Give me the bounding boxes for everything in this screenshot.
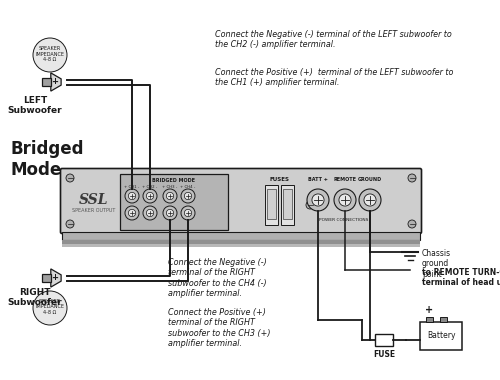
Circle shape	[163, 189, 177, 203]
Text: SPEAKER
IMPEDANCE
4-8 Ω: SPEAKER IMPEDANCE 4-8 Ω	[36, 46, 64, 62]
Text: +: +	[52, 274, 59, 282]
Circle shape	[146, 192, 154, 200]
Text: Connect the Negative (-)
terminal of the RIGHT
subwoofer to the CH4 (-)
amplifie: Connect the Negative (-) terminal of the…	[168, 258, 267, 298]
Bar	[283, 189, 292, 219]
Circle shape	[66, 220, 74, 228]
Bar	[440, 317, 447, 322]
Circle shape	[33, 291, 67, 325]
Text: BATT +: BATT +	[308, 177, 328, 182]
Text: Connect the Positive (+)  terminal of the LEFT subwoofer to
the CH1 (+) amplifie: Connect the Positive (+) terminal of the…	[215, 68, 454, 87]
Text: Bridged
Mode: Bridged Mode	[10, 140, 84, 179]
Text: FUSE: FUSE	[373, 350, 395, 359]
Bar	[265, 185, 278, 225]
Circle shape	[184, 209, 192, 217]
Bar	[42, 274, 51, 282]
Text: LEFT
Subwoofer: LEFT Subwoofer	[8, 96, 62, 116]
Circle shape	[66, 174, 74, 182]
Polygon shape	[51, 73, 61, 91]
Circle shape	[334, 189, 356, 211]
Circle shape	[146, 209, 154, 217]
Bar	[375, 334, 393, 346]
Text: GROUND: GROUND	[358, 177, 382, 182]
Circle shape	[181, 206, 195, 220]
Circle shape	[408, 174, 416, 182]
Circle shape	[306, 201, 314, 209]
Bar	[62, 240, 420, 244]
Text: SSL: SSL	[79, 193, 109, 207]
Bar	[420, 322, 462, 350]
Text: BRIDGED MODE: BRIDGED MODE	[152, 178, 196, 183]
Bar	[120, 174, 228, 230]
Circle shape	[128, 209, 136, 217]
Circle shape	[339, 194, 351, 206]
Polygon shape	[51, 269, 61, 287]
Bar	[281, 185, 294, 225]
Circle shape	[364, 194, 376, 206]
Text: FUSES: FUSES	[269, 177, 289, 182]
Text: + CH1 -: + CH1 -	[124, 185, 140, 189]
Circle shape	[143, 189, 157, 203]
Text: Connect the Negative (-) terminal of the LEFT subwoofer to
the CH2 (-) amplifier: Connect the Negative (-) terminal of the…	[215, 30, 452, 49]
Text: RIGHT
Subwoofer: RIGHT Subwoofer	[8, 288, 62, 307]
Text: POWER CONNECTIONS: POWER CONNECTIONS	[320, 218, 368, 222]
Text: Connect the Positive (+)
terminal of the RIGHT
subwoofer to the CH3 (+)
amplifie: Connect the Positive (+) terminal of the…	[168, 308, 270, 348]
Text: +: +	[425, 305, 433, 315]
Bar	[62, 232, 420, 240]
Circle shape	[143, 206, 157, 220]
Text: REMOTE: REMOTE	[334, 177, 356, 182]
Text: Chassis
ground
point: Chassis ground point	[422, 249, 451, 279]
Circle shape	[163, 206, 177, 220]
Bar	[42, 78, 51, 86]
Text: SPEAKER OUTPUT: SPEAKER OUTPUT	[72, 207, 116, 212]
Circle shape	[307, 189, 329, 211]
Circle shape	[125, 206, 139, 220]
Circle shape	[312, 194, 324, 206]
Bar	[62, 244, 420, 247]
Circle shape	[181, 189, 195, 203]
FancyBboxPatch shape	[60, 168, 422, 233]
Text: + CH2 -: + CH2 -	[142, 185, 158, 189]
Circle shape	[408, 220, 416, 228]
Circle shape	[166, 192, 173, 200]
Bar	[267, 189, 276, 219]
Bar	[426, 317, 433, 322]
Text: SPEAKER
IMPEDANCE
4-8 Ω: SPEAKER IMPEDANCE 4-8 Ω	[36, 299, 64, 315]
Text: Battery: Battery	[427, 331, 455, 340]
Text: + CH3 -: + CH3 -	[162, 185, 178, 189]
Circle shape	[359, 189, 381, 211]
Text: to REMOTE TURN-ON
terminal of head unit: to REMOTE TURN-ON terminal of head unit	[422, 268, 500, 287]
Circle shape	[33, 38, 67, 72]
Circle shape	[166, 209, 173, 217]
Circle shape	[128, 192, 136, 200]
Circle shape	[184, 192, 192, 200]
Text: +: +	[52, 78, 59, 87]
Text: + CH4 -: + CH4 -	[180, 185, 196, 189]
Circle shape	[125, 189, 139, 203]
